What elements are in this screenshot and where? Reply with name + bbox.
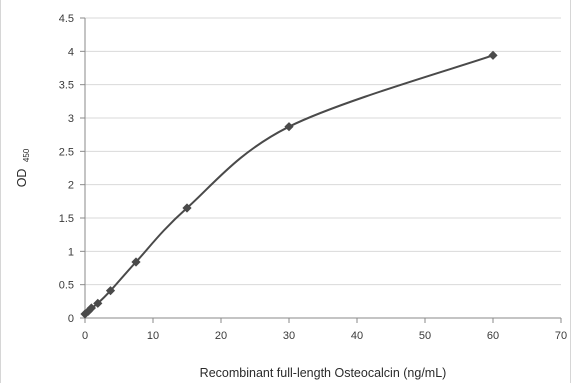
y-tick-label: 0 xyxy=(68,313,74,325)
y-tick-label: 0.5 xyxy=(59,280,74,292)
y-tick-label: 1 xyxy=(68,246,74,258)
y-tick-label: 3 xyxy=(68,113,74,125)
x-axis-title: Recombinant full-length Osteocalcin (ng/… xyxy=(200,366,447,380)
axes xyxy=(80,17,562,323)
y-tick-label: 1.5 xyxy=(59,213,74,225)
x-tick-label: 10 xyxy=(147,330,159,342)
x-tick-label: 0 xyxy=(82,330,88,342)
y-axis-title-main: OD xyxy=(15,169,29,188)
y-tick-label: 2.5 xyxy=(59,146,74,158)
y-tick-label: 3.5 xyxy=(59,80,74,92)
data-point xyxy=(83,306,93,316)
data-point xyxy=(182,203,192,213)
y-tick-label: 4 xyxy=(68,46,74,58)
data-point xyxy=(488,50,498,60)
y-axis-title: OD 450 xyxy=(15,148,31,187)
data-point xyxy=(93,298,103,308)
y-tick-label: 4.5 xyxy=(59,13,74,25)
data-point xyxy=(105,286,116,296)
x-tick-label: 60 xyxy=(487,330,499,342)
y-tick-label: 2 xyxy=(68,180,74,192)
data-point xyxy=(284,122,294,132)
x-tick-label: 70 xyxy=(555,330,567,342)
data-point xyxy=(131,257,141,267)
x-tick-label: 50 xyxy=(419,330,431,342)
gridlines xyxy=(85,17,561,286)
y-tick-labels: 0 0.5 1 1.5 2 2.5 3 3.5 4 4.5 xyxy=(59,13,74,325)
data-point xyxy=(86,303,96,313)
x-tick-labels: 0 10 20 30 40 50 60 70 xyxy=(82,330,567,342)
x-tick-label: 30 xyxy=(283,330,295,342)
x-tick-label: 20 xyxy=(215,330,227,342)
x-tick-label: 40 xyxy=(351,330,363,342)
y-axis-title-subscript: 450 xyxy=(22,148,31,162)
series xyxy=(80,50,498,319)
